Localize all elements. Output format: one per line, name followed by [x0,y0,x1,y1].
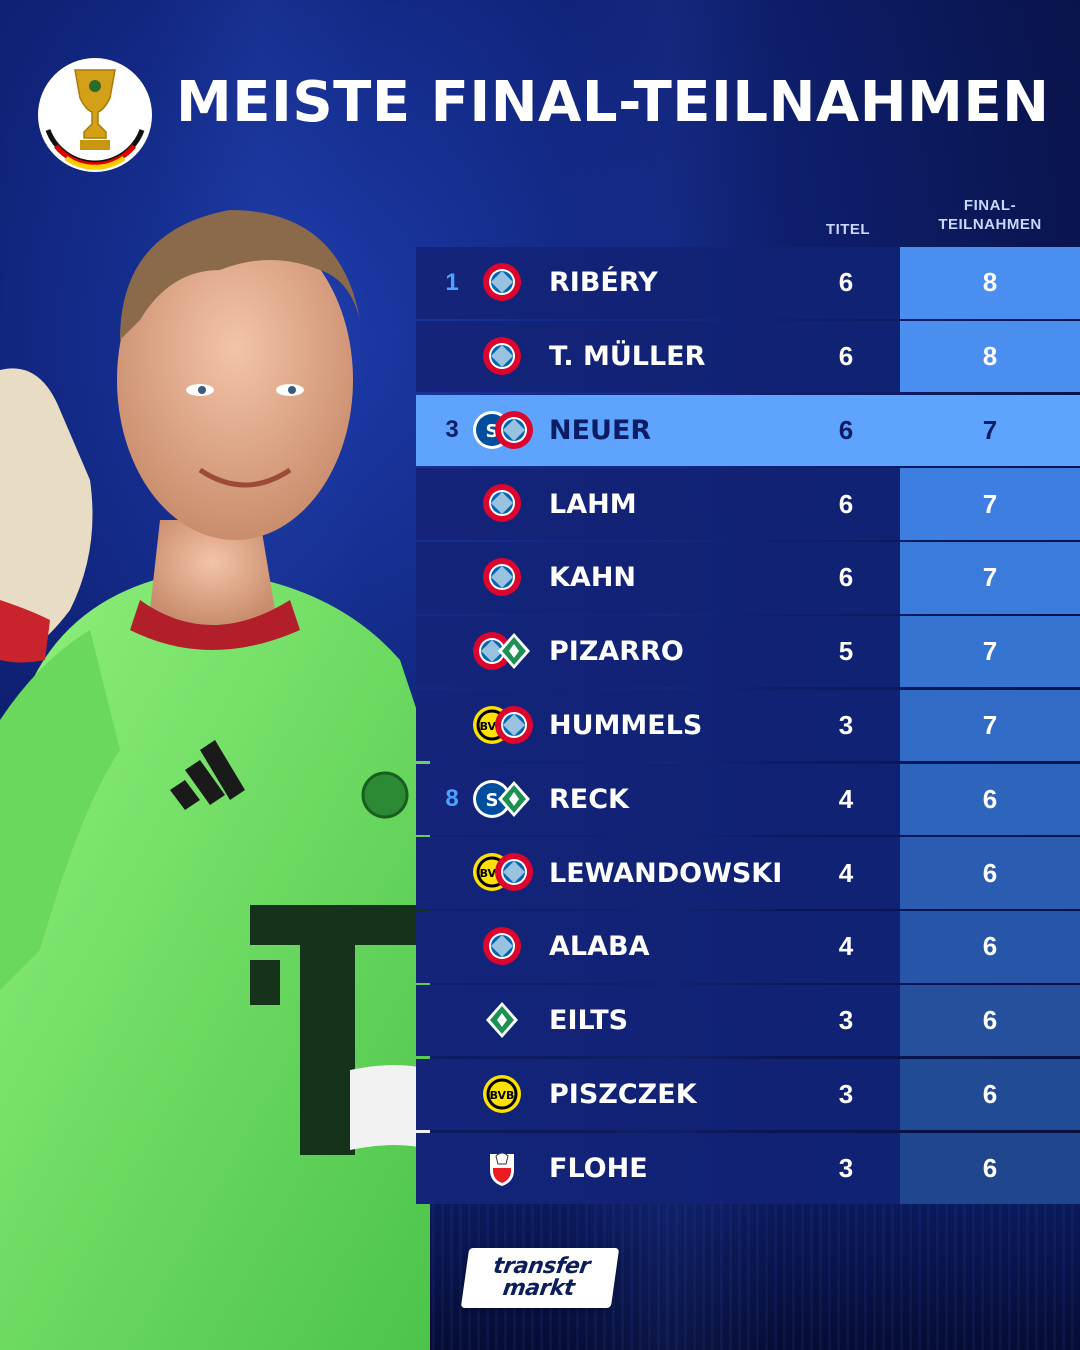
finals-count: 7 [900,468,1080,540]
column-header-final-line1: FINAL- [963,197,1017,214]
player-name: KAHN [549,562,637,594]
column-header-final-line2: TEILNAHMEN [938,216,1042,233]
koeln-icon [482,1148,522,1193]
werder-icon [494,631,534,676]
bayern-icon [482,557,522,602]
schalke-icon: S [472,779,512,824]
column-header-titel: TITEL [825,221,871,238]
transfermarkt-logo: transfer markt [460,1248,620,1308]
player-name: FLOHE [549,1152,648,1184]
svg-text:BVB: BVB [490,1089,515,1102]
werder-icon [494,779,534,824]
club-logos [472,1133,536,1205]
svg-text:S: S [486,790,499,811]
titles-count: 6 [838,488,854,519]
table-row: BVB LEWANDOWSKI 4 6 [416,837,1080,909]
svg-text:S: S [486,421,499,442]
finals-count: 7 [900,615,1080,688]
titles-count: 3 [838,710,854,741]
titles-count: 3 [838,1152,854,1183]
titles-count: 4 [838,783,854,814]
column-header-final-teilnahmen: FINAL- TEILNAHMEN [900,196,1080,234]
bayern-icon [482,483,522,528]
logo-text-line2: markt [501,1276,576,1301]
club-logos [472,911,536,983]
player-photo [0,210,430,1350]
club-logos [472,616,536,688]
player-name: HUMMELS [549,710,703,742]
bayern-icon [494,852,534,897]
finals-count: 7 [900,542,1080,614]
player-name: LAHM [549,488,637,520]
titles-count: 6 [838,562,854,593]
titles-count: 6 [838,414,854,445]
club-logos: BVB [472,1059,536,1131]
table-row: BVB PISZCZEK 3 6 [416,1058,1080,1131]
player-name: LEWANDOWSKI [549,857,783,889]
finals-count: 6 [900,984,1080,1057]
player-name: EILTS [549,1005,629,1037]
table-row: FLOHE 3 6 [416,1132,1080,1205]
player-name: PIZARRO [549,636,684,668]
logo-text-line1: transfer [491,1254,592,1279]
werder-icon [482,1000,522,1045]
finals-count: 7 [900,394,1080,467]
titles-count: 5 [838,636,854,667]
finals-count: 6 [900,1058,1080,1131]
table-row: ALABA 4 6 [416,911,1080,983]
table-row: EILTS 3 6 [416,984,1080,1057]
table-row: T. MÜLLER 6 8 [416,320,1080,393]
bayern-icon [494,410,534,455]
page-title: MEISTE FINAL-TEILNAHMEN [176,70,1050,135]
bayern-icon [472,631,512,676]
table-row: 1 RIBÉRY 6 8 [416,247,1080,319]
player-name: T. MÜLLER [549,341,706,373]
titles-count: 6 [838,341,854,372]
titles-count: 4 [838,931,854,962]
bvb-icon: BVB [482,1074,522,1119]
finals-count: 8 [900,247,1080,319]
table-row: 8 S RECK 4 6 [416,763,1080,836]
ranking-table: 1 RIBÉRY 6 8 T. MÜLLER 6 8 3 S NEUER 6 7 LAHM 6 7 KAHN 6… [416,247,1080,1206]
table-row: LAHM 6 7 [416,468,1080,540]
finals-count: 6 [900,837,1080,909]
rank-number: 8 [445,785,459,813]
titles-count: 3 [838,1005,854,1036]
club-logos [472,321,536,393]
finals-count: 6 [900,763,1080,836]
dfb-pokal-logo [38,58,152,172]
player-name: NEUER [549,414,652,446]
club-logos [472,542,536,614]
table-row: BVB HUMMELS 3 7 [416,689,1080,762]
bayern-icon [494,705,534,750]
bayern-icon [482,262,522,307]
club-logos: BVB [472,690,536,762]
club-logos: BVB [472,837,536,909]
bayern-icon [482,926,522,971]
table-row: KAHN 6 7 [416,542,1080,614]
player-name: PISZCZEK [549,1079,697,1111]
finals-count: 6 [900,911,1080,983]
club-logos [472,468,536,540]
bayern-icon [482,336,522,381]
player-name: RIBÉRY [549,267,658,299]
club-logos: S [472,764,536,836]
club-logos: S [472,395,536,467]
table-row: 3 S NEUER 6 7 [416,394,1080,467]
titles-count: 3 [838,1079,854,1110]
rank-number: 3 [445,416,459,444]
finals-count: 7 [900,689,1080,762]
club-logos [472,247,536,319]
titles-count: 6 [838,267,854,298]
titles-count: 4 [838,857,854,888]
club-logos [472,985,536,1057]
player-name: ALABA [549,931,650,963]
table-row: PIZARRO 5 7 [416,615,1080,688]
finals-count: 6 [900,1132,1080,1205]
rank-number: 1 [445,268,459,296]
finals-count: 8 [900,320,1080,393]
player-name: RECK [549,783,629,815]
